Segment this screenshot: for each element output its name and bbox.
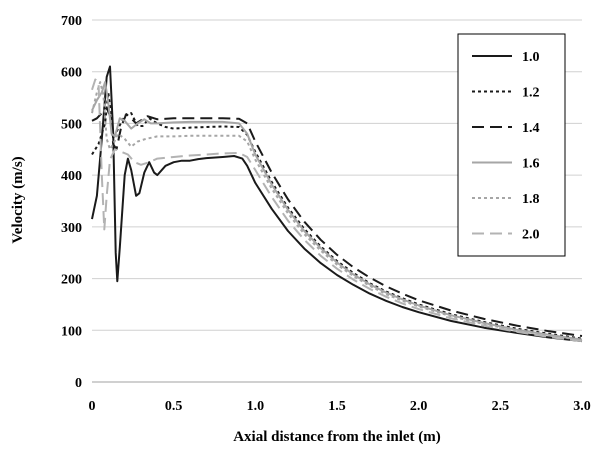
legend-label: 1.8: [522, 192, 540, 207]
legend-label: 1.4: [522, 121, 540, 136]
tick-labels: 0 100 200 300 400 500 600 700 0 0.5 1.0 1.5 2.0 2.5 3.…: [61, 14, 591, 414]
y-tick-label: 200: [61, 273, 82, 288]
y-tick-label: 100: [61, 324, 82, 339]
legend-label: 1.0: [522, 50, 540, 65]
y-tick-label: 700: [61, 14, 82, 29]
y-tick-label: 600: [61, 66, 82, 81]
y-tick-label: 300: [61, 221, 82, 236]
x-tick-label: 2.5: [492, 399, 510, 414]
gridlines: [92, 19, 582, 331]
x-tick-label: 3.0: [573, 399, 591, 414]
x-tick-label: 0: [89, 399, 96, 414]
x-tick-label: 0.5: [165, 399, 183, 414]
series-line-1-4: [91, 106, 583, 337]
x-axis-title: Axial distance from the inlet (m): [233, 429, 441, 445]
series-line-2-0: [91, 78, 583, 343]
legend-box: [457, 33, 566, 257]
series-lines: [91, 65, 583, 343]
series-line-1-0: [91, 65, 583, 343]
y-tick-label: 500: [61, 117, 82, 132]
legend-label: 1.2: [522, 86, 540, 101]
legend-label: 1.6: [522, 157, 540, 172]
series-line-1-6: [91, 81, 583, 341]
legend-label: 2.0: [522, 228, 540, 243]
legend-items: 1.0 1.2 1.4 1.6 1.8 2.0: [472, 50, 540, 243]
series-line-1-8: [91, 81, 583, 342]
y-axis-title: Velocity (m/s): [10, 156, 26, 243]
y-tick-label: 400: [61, 169, 82, 184]
legend: 1.0 1.2 1.4 1.6 1.8 2.0: [457, 33, 566, 257]
y-tick-label: 0: [75, 376, 82, 391]
x-tick-label: 1.5: [328, 399, 346, 414]
x-tick-label: 1.0: [247, 399, 265, 414]
x-tick-label: 2.0: [410, 399, 428, 414]
